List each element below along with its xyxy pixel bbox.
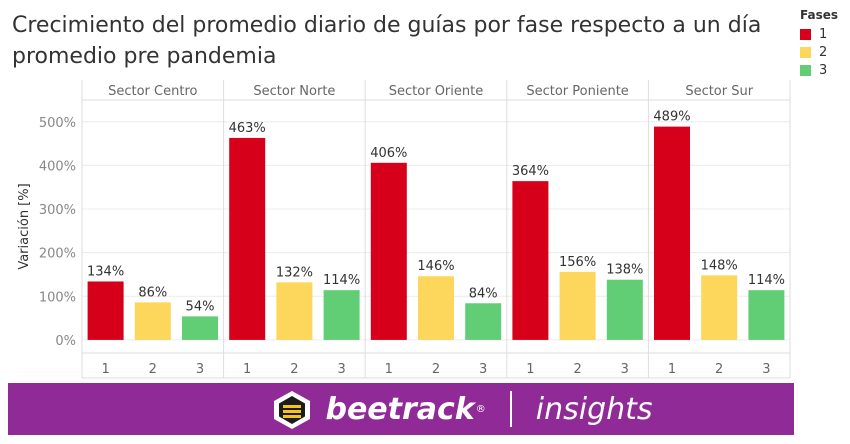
data-label: 156% [559,255,596,270]
bar [418,276,454,340]
bar [606,279,643,340]
x-tick-label: 1 [385,362,393,377]
bar [134,302,171,340]
bar [654,126,690,340]
brand-banner: beetrack ® insights [8,383,794,435]
y-tick-label: 400% [39,159,76,174]
panel-header-sector-norte: Sector Norte [253,84,335,99]
legend-swatch-2 [800,46,811,58]
bar [748,290,785,340]
x-tick-label: 2 [573,362,581,377]
x-tick-label: 1 [526,362,534,377]
legend-swatch-3 [800,64,811,76]
data-label: 84% [469,286,498,301]
brand-name: beetrack [325,391,475,427]
bar [465,303,502,340]
x-tick-label: 3 [762,362,770,377]
x-tick-label: 2 [149,362,157,377]
data-label: 148% [701,258,738,273]
brand-divider [509,391,512,427]
legend-item-2: 2 [800,43,838,61]
x-tick-label: 2 [290,362,298,377]
data-label: 138% [606,263,643,278]
y-tick-label: 300% [39,203,76,218]
data-label: 146% [417,259,454,274]
data-label: 54% [186,299,215,314]
legend-label-3: 3 [819,62,828,78]
x-tick-label: 1 [101,362,109,377]
x-tick-label: 2 [432,362,440,377]
registered-mark: ® [475,403,486,415]
y-tick-label: 0% [55,334,76,349]
bar [276,282,313,340]
chart-title: Crecimiento del promedio diario de guías… [12,13,762,69]
bar [229,137,266,340]
bar [701,275,738,340]
y-tick-label: 200% [39,247,76,262]
bar [512,181,549,340]
bar [323,290,360,340]
legend-item-1: 1 [800,25,838,43]
legend: Fases 1 2 3 [800,8,838,79]
y-tick-label: 100% [39,290,76,305]
legend-label-2: 2 [819,44,828,60]
data-label: 114% [748,273,785,288]
y-axis-label: Variación [%] [17,183,32,269]
bar [559,271,596,340]
x-tick-label: 3 [196,362,204,377]
brand: beetrack ® insights [269,389,653,429]
y-tick-label: 500% [39,116,76,131]
bar [182,316,218,340]
data-label: 86% [138,285,167,300]
data-label: 134% [87,264,124,279]
bar-chart: Variación [%] 0% 100% 200% 300% 400% 500% Secto… [17,80,791,379]
data-label: 114% [323,273,360,288]
panel-header-sector-oriente: Sector Oriente [389,84,483,99]
data-label: 364% [512,164,549,179]
brand-product: insights [535,391,653,427]
x-tick-label: 3 [479,362,487,377]
panel-header-sector-sur: Sector Sur [685,84,753,99]
bee-logo-icon [274,391,311,429]
x-tick-label: 2 [715,362,723,377]
data-label: 406% [370,146,407,161]
data-label: 463% [229,121,266,136]
data-label: 489% [653,110,690,125]
bar [87,281,124,340]
panel-header-sector-centro: Sector Centro [108,84,197,99]
x-tick-label: 3 [337,362,345,377]
data-label: 132% [276,265,313,280]
legend-swatch-1 [800,28,811,40]
x-tick-label: 1 [243,362,251,377]
panel-header-sector-poniente: Sector Poniente [526,84,628,99]
x-tick-label: 1 [668,362,676,377]
legend-item-3: 3 [800,61,838,79]
x-tick-label: 3 [621,362,629,377]
legend-label-1: 1 [819,26,828,42]
bar [370,162,407,340]
legend-title: Fases [800,8,839,22]
